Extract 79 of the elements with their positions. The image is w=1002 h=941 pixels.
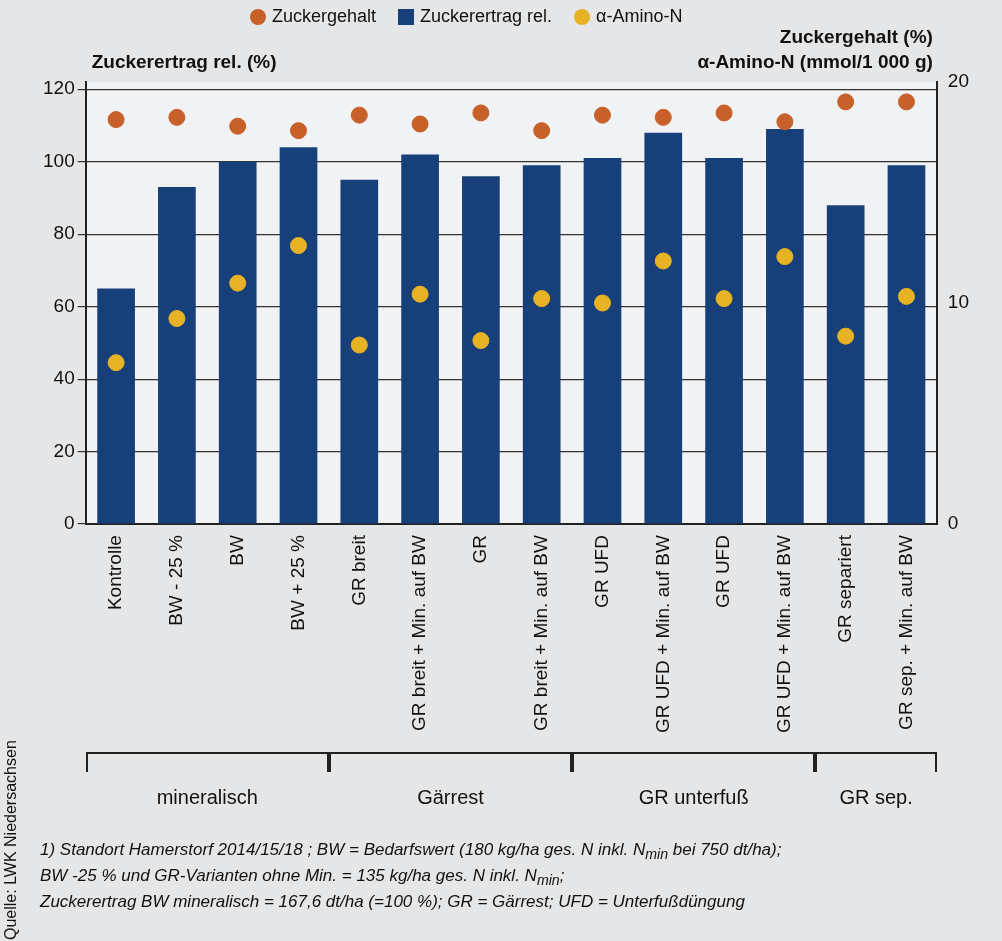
bar	[644, 132, 683, 524]
y-tick-label: 120	[43, 77, 75, 99]
point	[776, 113, 794, 131]
point	[776, 248, 794, 266]
x-tick-label: GR separiert	[833, 534, 855, 643]
x-tick-label: GR sep. + Min. auf BW	[894, 535, 916, 730]
bar	[462, 176, 500, 524]
point	[533, 122, 551, 140]
point	[593, 106, 611, 124]
y-tick-label: 20	[53, 439, 75, 461]
x-tick-label: Kontrolle	[104, 535, 126, 611]
y2-tick-label: 20	[947, 70, 970, 92]
bar	[401, 154, 439, 524]
point	[107, 354, 125, 372]
source-note: Quelle: LWK Niedersachsen	[2, 740, 20, 940]
y-tick-label: 0	[64, 512, 75, 534]
x-tick-label: GR UFD	[712, 535, 734, 608]
point	[472, 104, 490, 122]
point	[350, 336, 368, 354]
y-tick-label: 100	[43, 149, 75, 171]
bar	[340, 179, 379, 524]
text: mineralisch	[156, 786, 258, 809]
point	[654, 108, 672, 126]
point	[897, 93, 915, 111]
bar	[522, 165, 561, 524]
bar	[279, 147, 318, 524]
point	[229, 274, 247, 292]
y2-axis-title: Zuckergehalt (%) α-Amino-N (mmol/1 000 g)	[697, 26, 933, 72]
point	[715, 290, 733, 308]
y-tick-label: 60	[53, 294, 75, 316]
bar	[97, 288, 135, 524]
point	[472, 332, 490, 350]
point	[107, 111, 125, 129]
point	[533, 290, 551, 308]
text: Gärrest	[417, 786, 484, 809]
x-tick-label: GR UFD	[590, 535, 612, 608]
x-tick-label: GR breit + Min. auf BW	[529, 534, 551, 731]
legend-label: α-Amino-N	[596, 6, 683, 27]
text: GR unterfuß	[638, 786, 749, 809]
x-tick-label: BW + 25 %	[286, 534, 308, 631]
y-axis-title: Zuckerertrag rel. (%)	[91, 51, 277, 72]
point	[897, 287, 915, 305]
y2-tick-label: 0	[947, 512, 959, 534]
y2-tick-label: 10	[947, 291, 970, 313]
point	[411, 285, 429, 303]
text: 1) Standort Hamerstorf 2014/15/18 ; BW = Bedarfswert (180 kg/ha ges. N inkl. N$_{min}$ bei 750 dt/ha);	[40, 840, 782, 863]
point	[593, 294, 611, 312]
y-tick-label: 40	[53, 367, 75, 389]
bar	[887, 165, 926, 524]
x-tick-label: GR breit + Min. auf BW	[408, 534, 430, 731]
bar	[158, 187, 196, 524]
bar	[218, 161, 257, 524]
point	[168, 310, 186, 327]
point	[350, 106, 368, 124]
x-tick-label: BW	[225, 534, 247, 566]
point	[411, 115, 429, 133]
point	[289, 122, 307, 140]
bar	[766, 129, 804, 524]
point	[837, 93, 855, 111]
x-tick-label: GR UFD + Min. auf BW	[773, 534, 795, 733]
y-tick-label: 80	[53, 222, 75, 244]
point	[654, 252, 672, 270]
bar	[583, 158, 622, 524]
x-tick-label: GR UFD + Min. auf BW	[651, 534, 673, 733]
bar	[705, 158, 743, 524]
legend-label: Zuckerertrag rel.	[420, 6, 553, 27]
point	[715, 104, 733, 122]
text: BW -25 % und GR-Varianten ohne Min. = 135 kg/ha ges. N inkl. N$_{min}$;	[40, 866, 565, 889]
point	[168, 108, 186, 126]
point	[229, 117, 247, 135]
text: GR sep.	[839, 786, 913, 809]
x-tick-label: GR	[469, 535, 491, 564]
point	[837, 327, 855, 345]
point	[289, 237, 307, 255]
legend-label: Zuckergehalt	[272, 6, 377, 27]
x-tick-label: GR breit	[347, 534, 369, 606]
bar	[826, 205, 865, 524]
text: Zuckerertrag BW mineralisch = 167,6 dt/ha (=100 %); GR = Gärrest; UFD = Unterfußdüngung	[40, 892, 745, 912]
x-tick-label: BW - 25 %	[165, 534, 187, 626]
